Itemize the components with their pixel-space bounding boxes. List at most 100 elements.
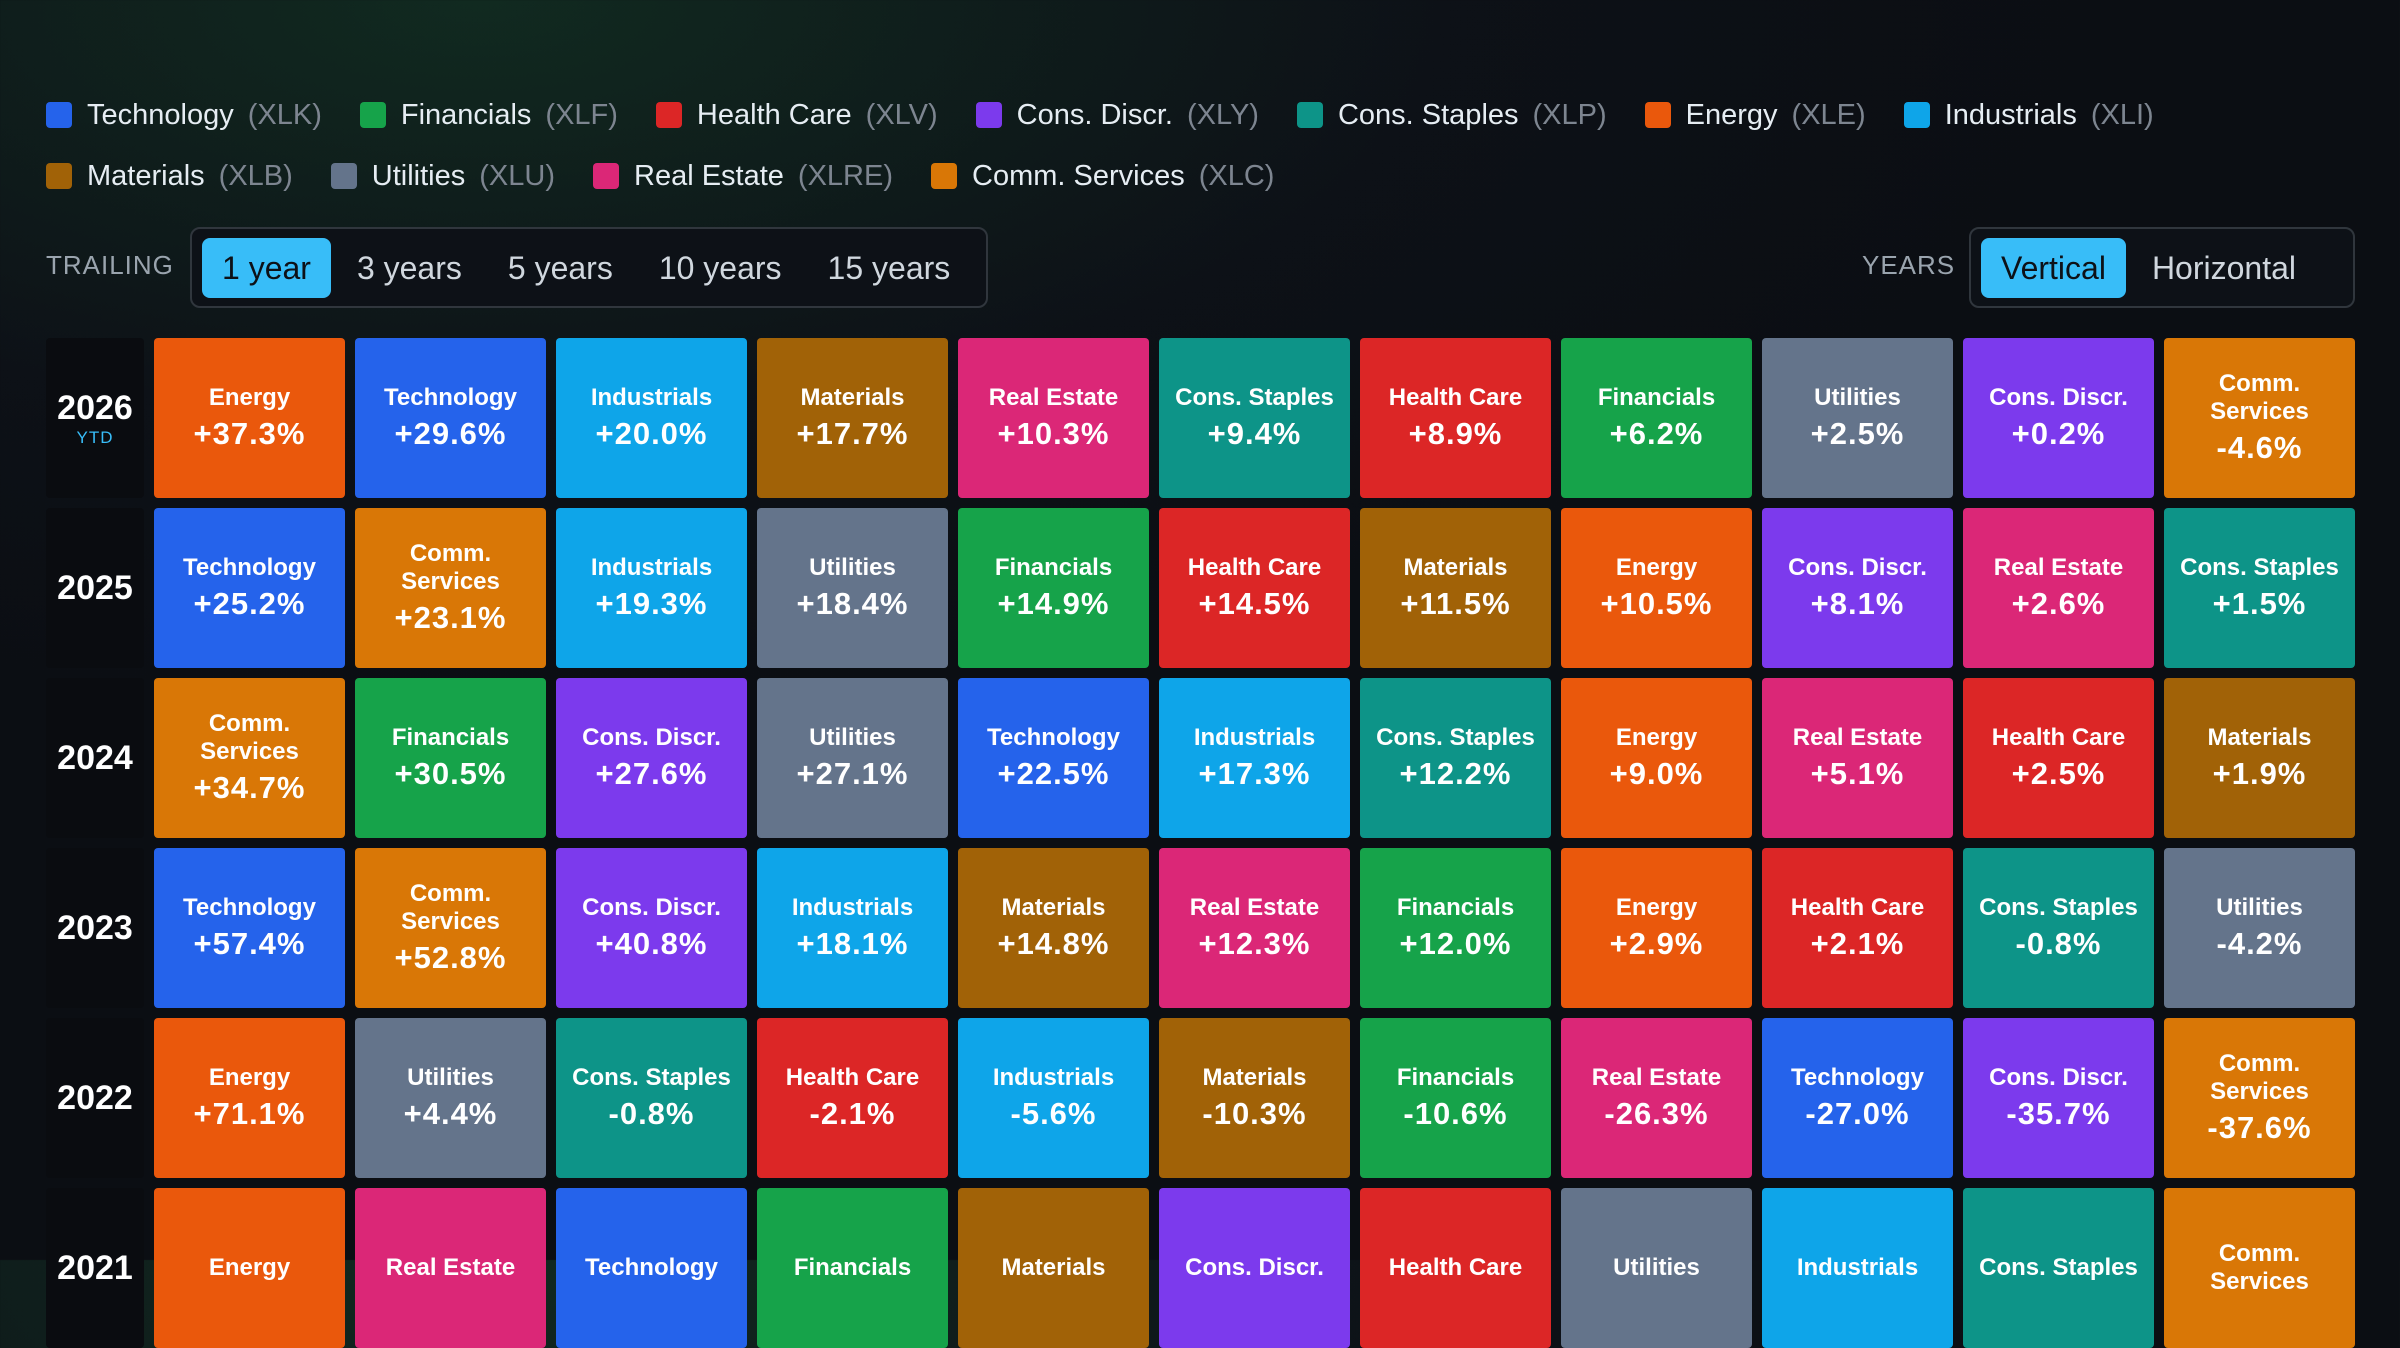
legend-name: Cons. Staples	[1337, 98, 1519, 131]
sector-cell[interactable]: Cons. Discr. -35.7%	[1963, 1018, 2154, 1178]
segment-button[interactable]: 10 years	[658, 249, 782, 286]
year-label: 2025	[46, 508, 144, 668]
legend-item[interactable]: Materials (XLB)	[46, 160, 293, 193]
sector-cell[interactable]: Energy +71.1%	[154, 1018, 345, 1178]
sector-cell[interactable]: Health Care +8.9%	[1360, 338, 1551, 498]
sector-cell[interactable]: Health Care	[1360, 1188, 1551, 1348]
legend-ticker: (XLY)	[1186, 98, 1259, 131]
segment-button[interactable]: Vertical	[1981, 237, 2126, 298]
legend-item[interactable]: Energy (XLE)	[1644, 99, 1866, 132]
sector-cell[interactable]: Materials +11.5%	[1360, 508, 1551, 668]
sector-return: +8.1%	[1810, 586, 1905, 621]
sector-cell[interactable]: Cons. Staples -0.8%	[1963, 848, 2154, 1008]
legend-item[interactable]: Real Estate (XLRE)	[593, 160, 893, 193]
legend-item[interactable]: Health Care (XLV)	[655, 99, 938, 132]
sector-cell[interactable]: Industrials +17.3%	[1159, 678, 1350, 838]
sector-cell[interactable]: Utilities +2.5%	[1762, 338, 1953, 498]
sector-cell[interactable]: Financials +14.9%	[958, 508, 1149, 668]
sector-cell[interactable]: Health Care +14.5%	[1159, 508, 1350, 668]
sector-cell[interactable]: Industrials +20.0%	[556, 338, 747, 498]
sector-cell[interactable]: Industrials +18.1%	[757, 848, 948, 1008]
sector-cell[interactable]: Technology	[556, 1188, 747, 1348]
sector-cell[interactable]: Cons. Discr. +8.1%	[1762, 508, 1953, 668]
sector-return: +9.0%	[1609, 756, 1704, 791]
sector-cell[interactable]: Financials	[757, 1188, 948, 1348]
sector-name: Energy	[208, 1064, 291, 1091]
sector-cell[interactable]: Utilities +27.1%	[757, 678, 948, 838]
sector-cell[interactable]: Energy +37.3%	[154, 338, 345, 498]
sector-cell[interactable]: Cons. Staples +1.5%	[2164, 508, 2355, 668]
sector-cell[interactable]: Real Estate +10.3%	[958, 338, 1149, 498]
sector-cell[interactable]: Comm. Services +52.8%	[355, 848, 546, 1008]
sector-cell[interactable]: Energy +10.5%	[1561, 508, 1752, 668]
returns-grid: 2026 YTD Energy +37.3% Technology +29.6% Indus…	[46, 338, 2355, 1348]
legend-item[interactable]: Cons. Staples (XLP)	[1296, 98, 1607, 132]
sector-cell[interactable]: Cons. Staples -0.8%	[556, 1018, 747, 1178]
sector-cell[interactable]: Energy +9.0%	[1561, 678, 1752, 838]
sector-cell[interactable]: Financials +12.0%	[1360, 848, 1551, 1008]
sector-cell[interactable]: Cons. Staples +9.4%	[1159, 338, 1350, 498]
segment-button[interactable]: Horizontal	[2151, 249, 2296, 286]
sector-cell[interactable]: Real Estate +5.1%	[1762, 678, 1953, 838]
sector-cell[interactable]: Utilities	[1561, 1188, 1752, 1348]
sector-cell[interactable]: Health Care +2.1%	[1762, 848, 1953, 1008]
sector-cell[interactable]: Cons. Discr. +40.8%	[556, 848, 747, 1008]
sector-cell[interactable]: Comm. Services -37.6%	[2164, 1018, 2355, 1178]
sector-cell[interactable]: Real Estate +12.3%	[1159, 848, 1350, 1008]
sector-return: +18.1%	[796, 926, 909, 961]
sector-cell[interactable]: Technology +57.4%	[154, 848, 345, 1008]
sector-cell[interactable]: Industrials +19.3%	[556, 508, 747, 668]
sector-cell[interactable]: Health Care -2.1%	[757, 1018, 948, 1178]
segment-button[interactable]: 15 years	[827, 249, 951, 286]
sector-return: +23.1%	[394, 600, 507, 635]
segment-button[interactable]: 1 year	[202, 237, 331, 298]
sector-name: Health Care	[785, 1064, 920, 1091]
sector-cell[interactable]: Technology +25.2%	[154, 508, 345, 668]
sector-cell[interactable]: Cons. Discr. +0.2%	[1963, 338, 2154, 498]
sector-cell[interactable]: Cons. Staples +12.2%	[1360, 678, 1551, 838]
sector-cell[interactable]: Materials +14.8%	[958, 848, 1149, 1008]
sector-name: Industrials	[1796, 1254, 1919, 1281]
sector-cell[interactable]: Utilities +4.4%	[355, 1018, 546, 1178]
sector-cell[interactable]: Industrials -5.6%	[958, 1018, 1149, 1178]
legend-item[interactable]: Industrials (XLI)	[1903, 99, 2154, 132]
sector-cell[interactable]: Cons. Staples	[1963, 1188, 2154, 1348]
sector-cell[interactable]: Comm. Services +23.1%	[355, 508, 546, 668]
legend-item[interactable]: Technology (XLK)	[46, 99, 322, 132]
legend-item[interactable]: Cons. Discr. (XLY)	[975, 98, 1259, 132]
segment-button[interactable]: 5 years	[507, 249, 613, 286]
sector-cell[interactable]: Utilities +18.4%	[757, 508, 948, 668]
sector-cell[interactable]: Energy +2.9%	[1561, 848, 1752, 1008]
sector-return: +2.6%	[2011, 586, 2106, 621]
sector-cell[interactable]: Health Care +2.5%	[1963, 678, 2154, 838]
sector-cell[interactable]: Financials -10.6%	[1360, 1018, 1551, 1178]
sector-cell[interactable]: Cons. Discr. +27.6%	[556, 678, 747, 838]
sector-cell[interactable]: Materials +1.9%	[2164, 678, 2355, 838]
sector-cell[interactable]: Cons. Discr.	[1159, 1188, 1350, 1348]
sector-cell[interactable]: Comm. Services +34.7%	[154, 678, 345, 838]
sector-cell[interactable]: Comm. Services	[2164, 1188, 2355, 1348]
sector-cell[interactable]: Real Estate	[355, 1188, 546, 1348]
legend-item[interactable]: Comm. Services (XLC)	[931, 160, 1274, 193]
segment-button[interactable]: 3 years	[356, 249, 462, 286]
sector-cell[interactable]: Financials +30.5%	[355, 678, 546, 838]
sector-cell[interactable]: Technology -27.0%	[1762, 1018, 1953, 1178]
sector-name: Utilities	[809, 554, 896, 581]
sector-name: Energy	[1615, 554, 1698, 581]
legend-item[interactable]: Utilities (XLU)	[330, 160, 555, 193]
sector-cell[interactable]: Comm. Services -4.6%	[2164, 338, 2355, 498]
sector-cell[interactable]: Financials +6.2%	[1561, 338, 1752, 498]
sector-cell[interactable]: Energy	[154, 1188, 345, 1348]
sector-cell[interactable]: Materials -10.3%	[1159, 1018, 1350, 1178]
sector-cell[interactable]: Technology +29.6%	[355, 338, 546, 498]
sector-cell[interactable]: Utilities -4.2%	[2164, 848, 2355, 1008]
sector-cell[interactable]: Materials +17.7%	[757, 338, 948, 498]
sector-cell[interactable]: Materials	[958, 1188, 1149, 1348]
sector-cell[interactable]: Real Estate -26.3%	[1561, 1018, 1752, 1178]
sector-cell[interactable]: Industrials	[1762, 1188, 1953, 1348]
legend-item[interactable]: Financials (XLF)	[359, 99, 618, 132]
legend-ticker: (XLP)	[1532, 98, 1607, 131]
sector-cell[interactable]: Technology +22.5%	[958, 678, 1149, 838]
legend-ticker: (XLB)	[218, 159, 293, 192]
sector-cell[interactable]: Real Estate +2.6%	[1963, 508, 2154, 668]
